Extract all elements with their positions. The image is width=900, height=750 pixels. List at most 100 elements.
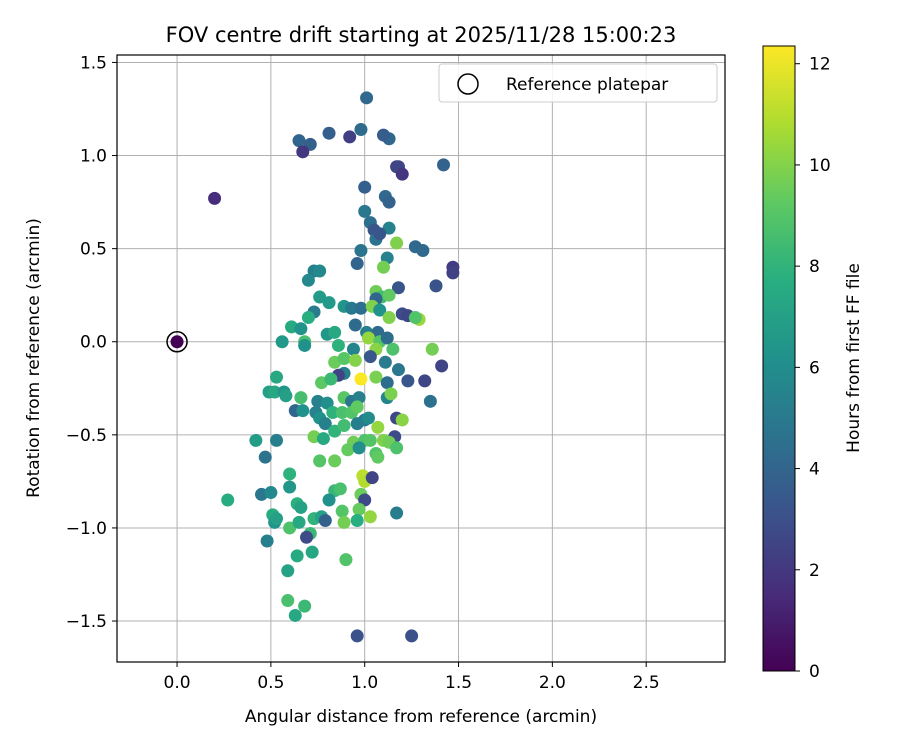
data-point — [221, 493, 235, 507]
data-point — [380, 331, 394, 345]
data-point — [369, 370, 383, 384]
data-point — [371, 450, 385, 464]
data-point — [281, 564, 295, 578]
data-point — [376, 260, 390, 274]
data-point — [408, 311, 422, 325]
data-point — [346, 342, 360, 356]
colorbar-gradient — [762, 45, 796, 672]
data-point — [339, 553, 353, 567]
data-point — [386, 342, 400, 356]
data-point — [294, 322, 308, 336]
data-point — [361, 331, 375, 345]
y-axis-label: Rotation from reference (arcmin) — [24, 218, 44, 498]
data-point — [322, 493, 336, 507]
data-point — [405, 629, 419, 643]
data-point — [296, 404, 310, 418]
data-point — [249, 433, 263, 447]
data-point — [376, 128, 390, 142]
data-point — [350, 257, 364, 271]
data-point — [371, 420, 385, 434]
data-point — [322, 296, 336, 310]
colorbar-tick-label: 10 — [809, 156, 831, 176]
colorbar-tick-label: 8 — [809, 257, 820, 277]
data-point — [301, 311, 315, 325]
data-point — [208, 191, 222, 205]
x-axis-ticks: 0.0 0.5 1.0 1.5 2.0 2.5 — [164, 662, 660, 693]
reference-point-fill — [170, 335, 184, 349]
data-point — [292, 515, 306, 529]
data-point — [343, 130, 357, 144]
data-point — [331, 338, 345, 352]
data-point — [260, 534, 274, 548]
data-point — [416, 244, 430, 258]
y-tick-label: 0.0 — [80, 333, 107, 353]
legend: Reference platepar — [438, 63, 718, 103]
data-point — [341, 443, 355, 457]
data-point — [373, 227, 387, 241]
data-point — [305, 545, 319, 559]
x-tick-label: 1.0 — [351, 673, 378, 693]
data-point — [391, 363, 405, 377]
data-point — [358, 493, 372, 507]
data-point — [382, 221, 396, 235]
scatter-points — [208, 91, 460, 643]
legend-box — [438, 63, 718, 103]
y-axis-ticks: 1.5 1.0 0.5 0.0 −0.5 −1.0 −1.5 — [66, 53, 117, 632]
data-point — [382, 195, 396, 209]
data-point — [270, 370, 284, 384]
colorbar-tick-label: 2 — [809, 561, 820, 581]
data-point — [313, 290, 327, 304]
data-point — [296, 145, 310, 159]
legend-reference-marker — [457, 73, 479, 95]
y-tick-label: 1.0 — [80, 147, 107, 167]
data-point — [350, 400, 364, 414]
data-point — [279, 389, 293, 403]
x-tick-label: 2.5 — [633, 673, 660, 693]
data-point — [275, 335, 289, 349]
data-point — [328, 424, 342, 438]
data-point — [395, 413, 409, 427]
data-point — [326, 405, 340, 419]
data-point — [318, 513, 332, 527]
x-axis-label: Angular distance from reference (arcmin) — [245, 707, 597, 727]
data-point — [270, 512, 284, 526]
data-point — [354, 372, 368, 386]
y-tick-label: 1.5 — [80, 53, 107, 73]
data-point — [354, 122, 368, 136]
data-point — [335, 504, 349, 518]
data-point — [328, 454, 342, 468]
data-point — [301, 273, 315, 287]
data-point — [425, 342, 439, 356]
colorbar-tick-label: 4 — [809, 460, 820, 480]
data-point — [335, 405, 349, 419]
data-point — [298, 599, 312, 613]
data-point — [363, 510, 377, 524]
data-point — [283, 480, 297, 494]
legend-entry-reference-platepar: Reference platepar — [506, 75, 668, 95]
data-point — [401, 374, 415, 388]
data-point — [437, 158, 451, 172]
data-point — [294, 391, 308, 405]
data-point — [337, 515, 351, 529]
data-point — [281, 594, 295, 608]
data-point — [354, 244, 368, 258]
data-point — [298, 338, 312, 352]
y-tick-label: 0.5 — [80, 240, 107, 260]
data-point — [337, 352, 351, 365]
data-point — [264, 486, 278, 500]
data-point — [288, 608, 302, 622]
plot-frame — [116, 54, 726, 663]
data-point — [429, 279, 443, 293]
data-point — [373, 303, 387, 317]
y-tick-label: −1.5 — [66, 612, 107, 632]
data-point — [348, 318, 362, 332]
data-point — [361, 411, 375, 425]
data-point — [380, 376, 394, 390]
data-point — [390, 506, 404, 520]
data-point — [290, 549, 304, 563]
data-point — [391, 281, 405, 295]
data-point — [324, 372, 338, 386]
y-tick-label: −0.5 — [66, 426, 107, 446]
data-point — [316, 432, 330, 446]
grid-lines — [117, 55, 725, 662]
